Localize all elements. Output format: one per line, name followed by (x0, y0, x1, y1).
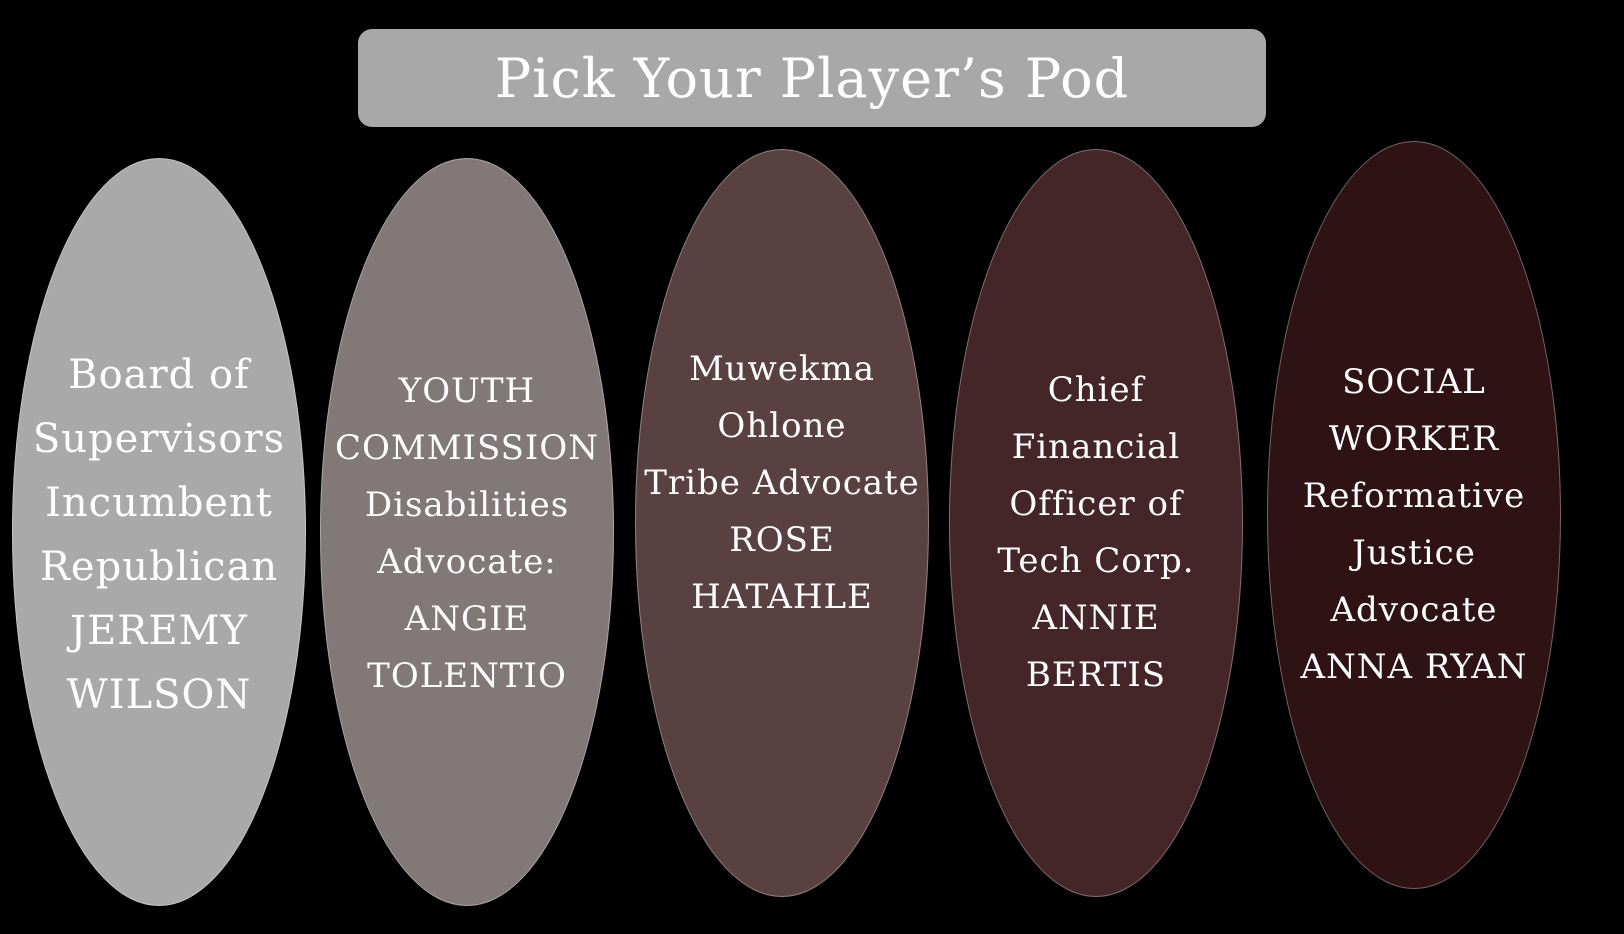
pod-line: JEREMY (70, 608, 248, 654)
pod-line: BERTIS (1025, 655, 1167, 695)
pod-anna-ryan[interactable]: SOCIAL WORKER Reformative Justice Advoca… (1267, 141, 1561, 889)
pod-line: WILSON (66, 672, 252, 718)
pod-line: Tech Corp. (997, 541, 1195, 581)
pod-line: Supervisors (32, 416, 286, 462)
pod-line: Tribe Advocate (644, 462, 920, 503)
pod-line: Disabilities (364, 485, 570, 525)
pod-line: Justice (1352, 533, 1476, 573)
pod-line: HATAHLE (691, 576, 873, 617)
pod-line: ANNA RYAN (1300, 647, 1528, 687)
pod-line: TOLENTIO (367, 656, 567, 696)
pod-line: Advocate: (377, 542, 557, 582)
pod-line: ANNIE (1032, 598, 1160, 638)
pod-label: SOCIAL WORKER Reformative Justice Advoca… (1300, 354, 1527, 696)
pod-line: WORKER (1328, 419, 1500, 459)
pod-angie-tolentio[interactable]: YOUTH COMMISSION Disabilities Advocate: … (320, 158, 614, 906)
pod-line: Advocate (1330, 590, 1498, 630)
pod-line: COMMISSION (335, 428, 599, 468)
pod-line: YOUTH (398, 371, 536, 411)
pod-line: Incumbent (45, 480, 273, 526)
pod-line: ROSE (729, 519, 835, 560)
pod-line: Officer of (1009, 484, 1183, 524)
pod-line: Muwekma (688, 348, 876, 389)
pod-label: Muwekma Ohlone Tribe Advocate ROSE HATAH… (644, 341, 920, 626)
pod-line: Reformative (1302, 476, 1526, 516)
page-title: Pick Your Player’s Pod (494, 46, 1130, 110)
pod-rose-hatahle[interactable]: Muwekma Ohlone Tribe Advocate ROSE HATAH… (635, 149, 929, 897)
pod-line: ANGIE (404, 599, 530, 639)
pod-label: YOUTH COMMISSION Disabilities Advocate: … (335, 363, 599, 705)
pod-jeremy-wilson[interactable]: Board of Supervisors Incumbent Republica… (12, 158, 306, 906)
pod-label: Board of Supervisors Incumbent Republica… (33, 343, 285, 727)
title-banner: Pick Your Player’s Pod (358, 29, 1266, 127)
pod-label: Chief Financial Officer of Tech Corp. AN… (997, 362, 1194, 704)
pod-line: Ohlone (717, 405, 847, 446)
pod-line: SOCIAL (1342, 362, 1486, 402)
pod-line: Republican (39, 544, 279, 590)
pod-line: Financial (1011, 427, 1181, 467)
pod-line: Chief (1047, 370, 1145, 410)
pod-line: Board of (68, 352, 250, 398)
pod-annie-bertis[interactable]: Chief Financial Officer of Tech Corp. AN… (949, 149, 1243, 897)
